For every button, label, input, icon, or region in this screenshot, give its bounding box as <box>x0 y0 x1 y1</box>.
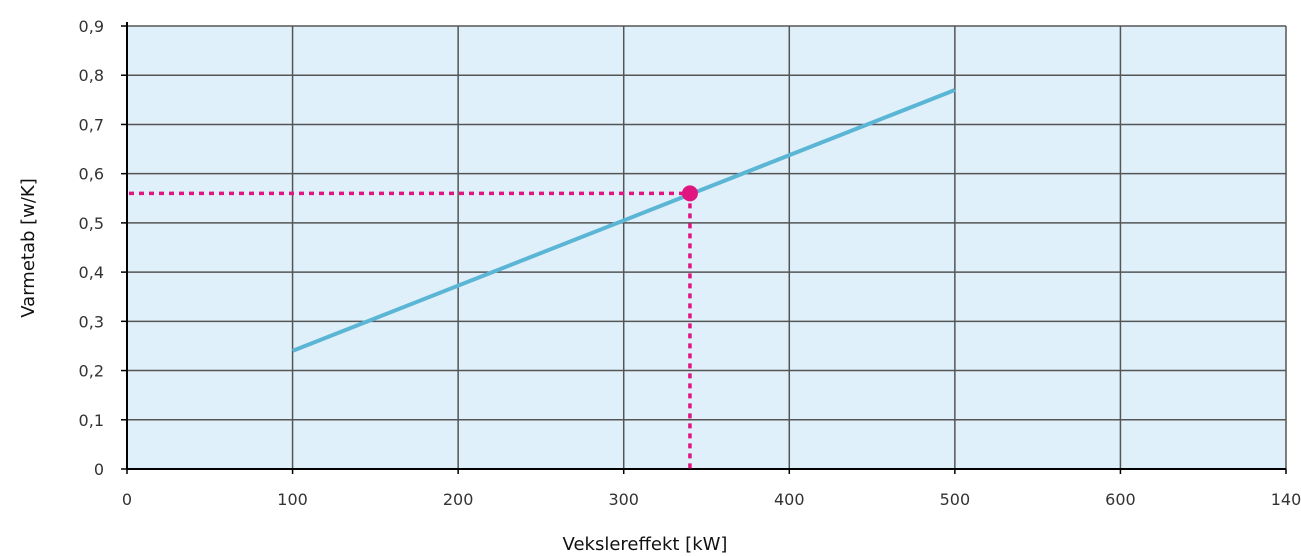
y-tick-labels: 0 0,1 0,2 0,3 0,4 0,5 0,6 0,7 0,8 0,9 <box>79 17 104 479</box>
y-tick-label: 0,5 <box>79 214 104 233</box>
axes <box>121 22 1287 474</box>
x-tick-label: 400 <box>774 490 805 509</box>
grid <box>127 25 1287 469</box>
y-tick-label: 0,1 <box>79 411 104 430</box>
x-tick-label: 500 <box>940 490 971 509</box>
y-tick-label: 0,3 <box>79 312 104 331</box>
data-series <box>291 88 956 353</box>
highlight-guides <box>129 185 698 469</box>
y-tick-label: 0,9 <box>79 17 104 36</box>
x-tick-label: 0 <box>122 490 132 509</box>
plot-area-background <box>127 26 1286 469</box>
series-line <box>291 88 956 353</box>
highlight-point <box>681 185 698 202</box>
y-tick-label: 0 <box>94 460 104 479</box>
x-axis-title: Vekslereffekt [kW] <box>563 534 728 555</box>
y-tick-label: 0,4 <box>79 263 104 282</box>
x-tick-label: 100 <box>277 490 308 509</box>
x-tick-label: 600 <box>1105 490 1136 509</box>
y-tick-label: 0,2 <box>79 362 104 381</box>
x-tick-label: 200 <box>443 490 474 509</box>
y-axis-title: Varmetab [w/K] <box>18 178 39 318</box>
y-tick-label: 0,6 <box>79 165 104 184</box>
y-tick-label: 0,7 <box>79 115 104 134</box>
y-tick-label: 0,8 <box>79 66 104 85</box>
x-tick-labels: 0 100 200 300 400 500 600 140 <box>122 490 1301 509</box>
x-tick-label: 140 <box>1271 490 1301 509</box>
x-tick-label: 300 <box>608 490 639 509</box>
